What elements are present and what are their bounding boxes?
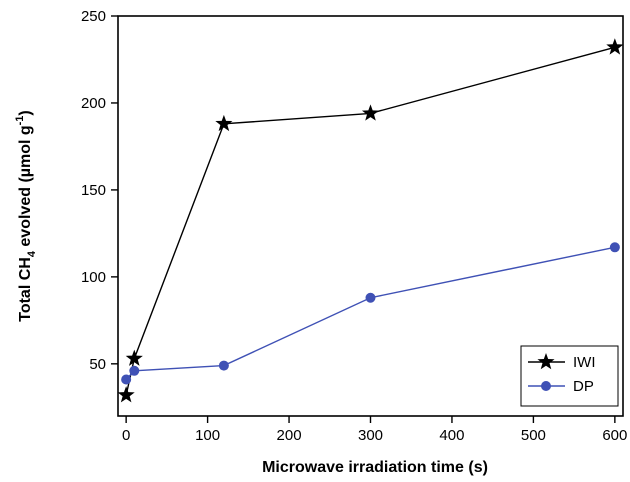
y-axis-title-subscript: 4 (26, 250, 38, 257)
data-point-dp (121, 374, 132, 385)
data-point-iwi (125, 349, 143, 366)
y-axis-title-part: evolved (µmol g (17, 125, 34, 251)
x-tick-label: 500 (521, 427, 546, 444)
x-tick-label: 200 (277, 427, 302, 444)
legend-label: DP (573, 378, 594, 395)
data-point-iwi (215, 114, 233, 132)
series-layer (117, 38, 624, 403)
legend-marker-dp (541, 381, 551, 391)
y-axis-title-part: ) (17, 110, 34, 115)
data-point-dp (129, 365, 140, 376)
legend-entry-iwi: IWI (528, 353, 596, 371)
x-tick-label: 100 (195, 427, 220, 444)
x-tick-label: 0 (122, 427, 130, 444)
data-point-iwi (606, 38, 624, 55)
x-axis-ticks: 0 100 200 300 400 500 600 (122, 416, 627, 444)
series-dp (121, 242, 620, 385)
y-axis-ticks: 50 100 150 200 250 (81, 8, 118, 373)
y-tick-label: 100 (81, 269, 106, 286)
x-tick-label: 300 (358, 427, 383, 444)
legend-marker-iwi (537, 353, 555, 370)
data-point-dp (365, 292, 376, 303)
legend-label: IWI (573, 354, 596, 371)
y-tick-label: 250 (81, 8, 106, 25)
x-axis-title: Microwave irradiation time (s) (262, 459, 488, 476)
data-point-dp (218, 360, 229, 371)
y-axis-title-superscript: -1 (14, 116, 26, 126)
y-axis-title: Total CH4 evolved (µmol g-1) (14, 110, 38, 322)
legend-box (520, 345, 619, 407)
y-axis-title-part: Total CH (17, 257, 34, 322)
y-tick-label: 200 (81, 95, 106, 112)
y-tick-label: 150 (81, 182, 106, 199)
legend: IWI DP (520, 345, 619, 407)
x-tick-label: 400 (439, 427, 464, 444)
x-tick-label: 600 (602, 427, 627, 444)
series-line-iwi (125, 46, 616, 396)
y-tick-label: 50 (89, 356, 106, 373)
data-point-iwi (117, 386, 135, 403)
data-point-dp (609, 242, 620, 253)
legend-entry-dp: DP (528, 378, 594, 395)
data-point-iwi (361, 104, 380, 121)
